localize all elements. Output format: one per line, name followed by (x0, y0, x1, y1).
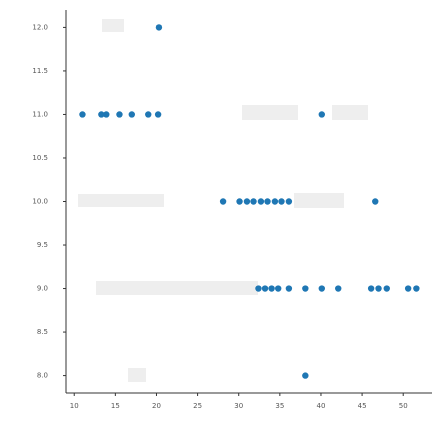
point (257, 198, 265, 205)
annotation-box (78, 194, 164, 207)
point (285, 198, 293, 205)
point (155, 24, 163, 31)
point (255, 285, 262, 292)
point (375, 285, 382, 292)
point (250, 198, 257, 205)
annotation-box (294, 193, 344, 208)
point (318, 111, 325, 118)
y-tick-label: 11.0 (32, 110, 48, 118)
y-tick-label: 9.5 (37, 241, 48, 249)
point (103, 111, 110, 118)
point (318, 285, 325, 292)
point (264, 198, 271, 205)
point (278, 198, 285, 205)
point (98, 111, 105, 118)
y-tick-label: 12.0 (32, 23, 48, 31)
point (383, 285, 390, 292)
x-tick-label: 15 (111, 402, 120, 410)
x-tick-label: 45 (358, 402, 367, 410)
point (219, 198, 227, 205)
annotation-box (242, 105, 298, 120)
point (154, 111, 162, 118)
x-tick-label: 10 (70, 402, 79, 410)
point (128, 111, 135, 118)
y-tick-label: 9.0 (37, 285, 48, 293)
y-tick-label: 10.5 (32, 154, 48, 162)
point (274, 285, 282, 292)
x-tick-label: 20 (152, 402, 161, 410)
x-tick-label: 30 (234, 402, 243, 410)
point (261, 285, 269, 292)
annotation-boxes (78, 19, 368, 382)
point (404, 285, 412, 292)
point (335, 285, 342, 292)
y-tick-label: 8.5 (37, 328, 48, 336)
y-tick-label: 10.0 (32, 198, 48, 206)
point (116, 111, 123, 118)
point (367, 285, 375, 292)
point (302, 285, 309, 292)
point (145, 111, 152, 118)
point (243, 198, 251, 205)
point (302, 372, 309, 379)
annotation-box (96, 281, 258, 295)
annotation-box (332, 105, 368, 120)
point (79, 111, 86, 118)
point (236, 198, 243, 205)
point (413, 285, 420, 292)
annotation-box (128, 368, 146, 382)
point (285, 285, 293, 292)
y-tick-label: 11.5 (32, 67, 48, 75)
y-tick-label: 8.0 (37, 372, 48, 380)
x-tick-label: 40 (317, 402, 326, 410)
annotation-box (102, 19, 124, 32)
point (271, 198, 279, 205)
x-tick-label: 35 (275, 402, 284, 410)
x-tick-label: 50 (399, 402, 408, 410)
point (268, 285, 275, 292)
point (372, 198, 379, 205)
x-tick-label: 25 (193, 402, 202, 410)
